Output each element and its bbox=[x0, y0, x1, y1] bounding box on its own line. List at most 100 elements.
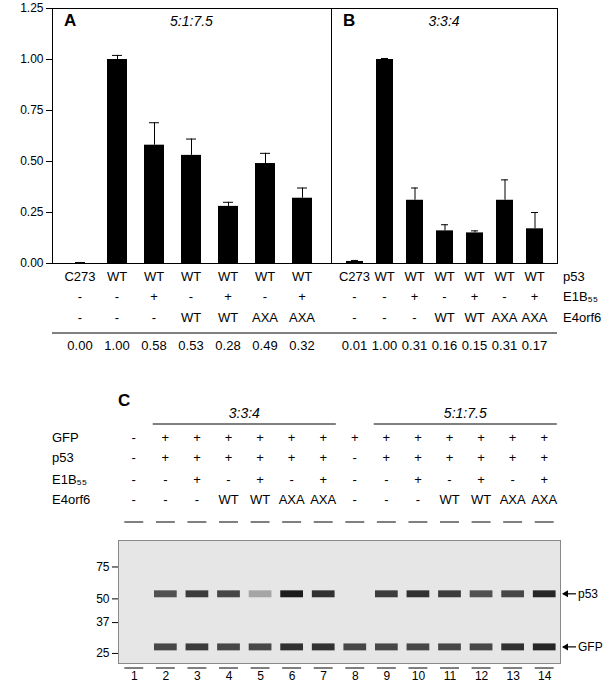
svg-text:WT: WT bbox=[494, 269, 514, 284]
svg-text:-: - bbox=[115, 310, 119, 325]
svg-text:p53: p53 bbox=[52, 450, 74, 465]
svg-text:3:3:4: 3:3:4 bbox=[229, 405, 260, 421]
svg-text:-: - bbox=[382, 310, 386, 325]
svg-text:3:3:4: 3:3:4 bbox=[428, 13, 459, 29]
svg-text:WT: WT bbox=[471, 492, 491, 507]
svg-text:+: + bbox=[225, 450, 233, 465]
svg-text:1.00: 1.00 bbox=[104, 338, 129, 353]
svg-text:WT: WT bbox=[434, 310, 454, 325]
svg-text:-: - bbox=[132, 430, 136, 445]
svg-text:E1B₅₅: E1B₅₅ bbox=[563, 289, 598, 304]
svg-text:-: - bbox=[189, 289, 193, 304]
svg-text:WT: WT bbox=[464, 269, 484, 284]
svg-text:0.17: 0.17 bbox=[522, 338, 547, 353]
svg-text:+: + bbox=[540, 430, 548, 445]
svg-text:0.75: 0.75 bbox=[20, 103, 44, 117]
svg-text:0.49: 0.49 bbox=[252, 338, 277, 353]
svg-text:+: + bbox=[319, 450, 327, 465]
svg-text:1: 1 bbox=[131, 669, 138, 683]
svg-text:12: 12 bbox=[475, 669, 489, 683]
svg-text:+: + bbox=[477, 472, 485, 487]
svg-text:+: + bbox=[288, 430, 296, 445]
svg-text:-: - bbox=[384, 472, 388, 487]
svg-text:+: + bbox=[477, 430, 485, 445]
svg-text:+: + bbox=[193, 450, 201, 465]
svg-text:+: + bbox=[162, 430, 170, 445]
svg-text:+: + bbox=[477, 450, 485, 465]
svg-text:37: 37 bbox=[96, 615, 110, 629]
svg-text:-: - bbox=[195, 492, 199, 507]
svg-text:+: + bbox=[256, 430, 264, 445]
svg-text:-: - bbox=[78, 310, 82, 325]
svg-text:p53: p53 bbox=[578, 587, 598, 601]
svg-text:AXA: AXA bbox=[279, 492, 305, 507]
svg-text:+: + bbox=[193, 430, 201, 445]
svg-text:WT: WT bbox=[181, 310, 201, 325]
svg-text:0.31: 0.31 bbox=[402, 338, 427, 353]
svg-text:E4orf6: E4orf6 bbox=[52, 492, 90, 507]
svg-text:10: 10 bbox=[412, 669, 426, 683]
svg-text:WT: WT bbox=[218, 492, 238, 507]
svg-text:0.28: 0.28 bbox=[215, 338, 240, 353]
svg-text:0.50: 0.50 bbox=[20, 154, 44, 168]
svg-text:+: + bbox=[319, 472, 327, 487]
svg-text:+: + bbox=[509, 430, 517, 445]
svg-text:+: + bbox=[256, 450, 264, 465]
svg-text:WT: WT bbox=[218, 310, 238, 325]
svg-text:+: + bbox=[298, 289, 306, 304]
svg-text:+: + bbox=[411, 289, 419, 304]
svg-text:-: - bbox=[416, 492, 420, 507]
svg-text:+: + bbox=[509, 450, 517, 465]
svg-text:AXA: AXA bbox=[252, 310, 278, 325]
svg-text:WT: WT bbox=[374, 269, 394, 284]
svg-text:WT: WT bbox=[464, 310, 484, 325]
svg-text:7: 7 bbox=[320, 669, 327, 683]
svg-text:WT: WT bbox=[524, 269, 544, 284]
svg-text:-: - bbox=[447, 472, 451, 487]
svg-text:75: 75 bbox=[96, 560, 110, 574]
svg-text:+: + bbox=[446, 430, 454, 445]
svg-text:-: - bbox=[163, 472, 167, 487]
svg-text:-: - bbox=[384, 492, 388, 507]
svg-text:6: 6 bbox=[289, 669, 296, 683]
svg-text:+: + bbox=[224, 289, 232, 304]
svg-text:AXA: AXA bbox=[310, 492, 336, 507]
svg-text:AXA: AXA bbox=[289, 310, 315, 325]
svg-text:-: - bbox=[226, 472, 230, 487]
svg-text:AXA: AXA bbox=[521, 310, 547, 325]
svg-text:-: - bbox=[163, 492, 167, 507]
svg-text:WT: WT bbox=[250, 492, 270, 507]
svg-text:1.00: 1.00 bbox=[20, 52, 44, 66]
svg-text:+: + bbox=[225, 430, 233, 445]
svg-text:-: - bbox=[352, 289, 356, 304]
svg-text:WT: WT bbox=[107, 269, 127, 284]
svg-text:-: - bbox=[412, 310, 416, 325]
svg-text:1.00: 1.00 bbox=[372, 338, 397, 353]
svg-text:3: 3 bbox=[194, 669, 201, 683]
svg-text:-: - bbox=[78, 289, 82, 304]
svg-text:0.31: 0.31 bbox=[492, 338, 517, 353]
svg-text:0.00: 0.00 bbox=[67, 338, 92, 353]
svg-text:0.58: 0.58 bbox=[141, 338, 166, 353]
svg-text:0.25: 0.25 bbox=[20, 205, 44, 219]
svg-text:C273: C273 bbox=[64, 269, 95, 284]
svg-text:-: - bbox=[352, 310, 356, 325]
svg-text:0.16: 0.16 bbox=[432, 338, 457, 353]
svg-text:2: 2 bbox=[163, 669, 170, 683]
svg-text:WT: WT bbox=[144, 269, 164, 284]
svg-text:AXA: AXA bbox=[500, 492, 526, 507]
svg-text:+: + bbox=[540, 450, 548, 465]
svg-text:C273: C273 bbox=[339, 269, 370, 284]
svg-text:-: - bbox=[353, 450, 357, 465]
svg-text:+: + bbox=[193, 472, 201, 487]
svg-text:0.53: 0.53 bbox=[178, 338, 203, 353]
svg-text:5: 5 bbox=[257, 669, 264, 683]
svg-text:C: C bbox=[118, 391, 130, 410]
svg-text:WT: WT bbox=[404, 269, 424, 284]
svg-text:+: + bbox=[351, 430, 359, 445]
svg-text:9: 9 bbox=[384, 669, 391, 683]
svg-text:WT: WT bbox=[434, 269, 454, 284]
svg-text:25: 25 bbox=[96, 646, 110, 660]
svg-text:AXA: AXA bbox=[531, 492, 557, 507]
svg-text:-: - bbox=[382, 289, 386, 304]
